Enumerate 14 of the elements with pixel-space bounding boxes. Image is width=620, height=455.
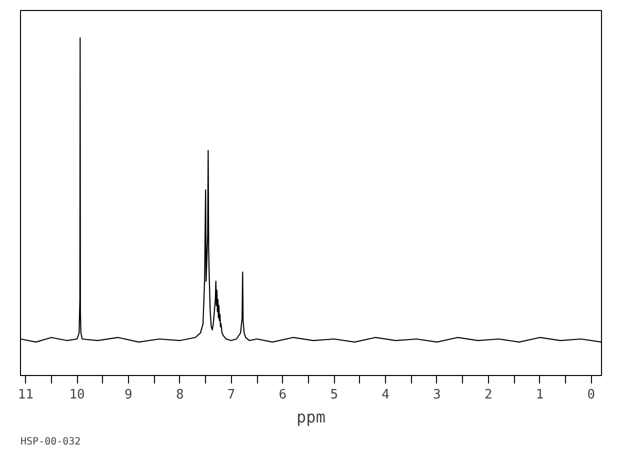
text: HSP-00-032 xyxy=(20,436,81,448)
x-tick-label: 11 xyxy=(18,388,34,402)
x-tick-label: 9 xyxy=(124,388,132,402)
x-tick-label: 8 xyxy=(176,388,184,402)
x-tick-label: 0 xyxy=(587,388,596,402)
x-tick-label: 6 xyxy=(278,388,287,402)
x-tick-label: 1 xyxy=(536,388,544,402)
x-tick-label: 4 xyxy=(382,388,390,402)
x-axis-title: ppm xyxy=(296,408,326,426)
x-tick-label: 3 xyxy=(433,388,441,402)
x-tick-label: 7 xyxy=(227,388,236,402)
x-tick-label: 10 xyxy=(69,388,85,402)
x-tick-label: 5 xyxy=(330,388,338,402)
x-tick-label: 2 xyxy=(484,388,492,402)
